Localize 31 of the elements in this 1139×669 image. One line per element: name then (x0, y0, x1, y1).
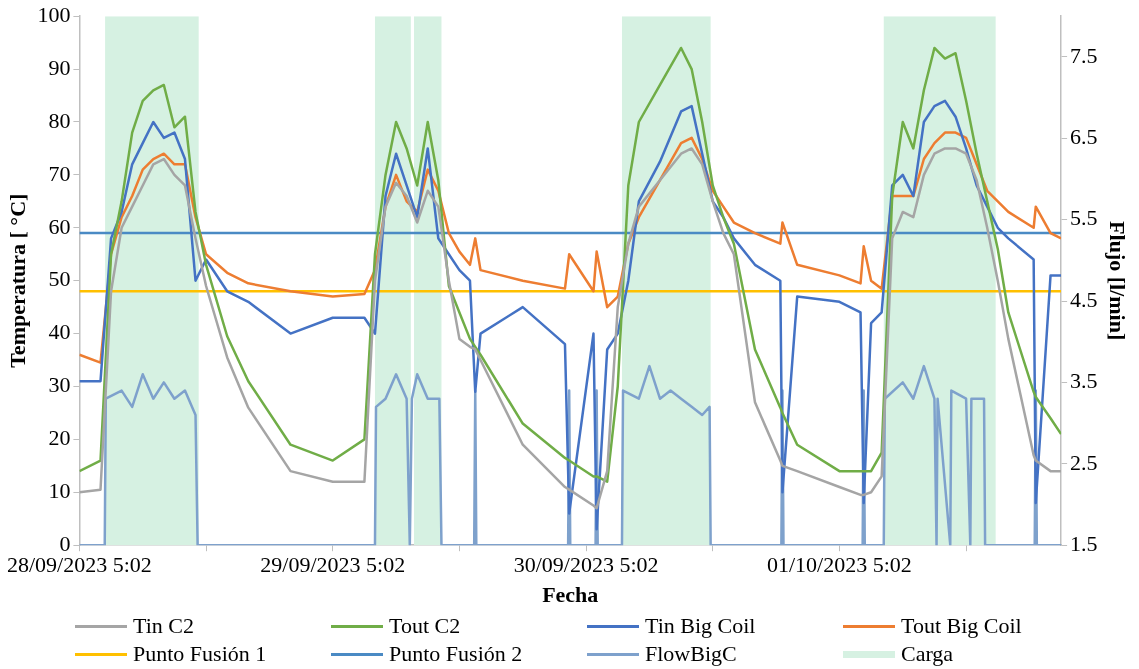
y-tick-label: 90 (48, 54, 71, 80)
y2-tick-label: 7.5 (1070, 42, 1098, 68)
y2-tick-label: 1.5 (1070, 530, 1098, 556)
y-tick-label: 70 (48, 160, 71, 186)
legend-label: Carga (901, 640, 954, 668)
y2-tick-label: 4.5 (1070, 286, 1098, 312)
x-tick-label: 30/09/2023 5:02 (513, 552, 659, 578)
x-tick-label: 29/09/2023 5:02 (260, 552, 406, 578)
legend-label: Punto Fusión 1 (133, 640, 267, 668)
y-axis-title: Temperatura [ °C] (4, 193, 30, 368)
legend-label: Tout C2 (389, 612, 461, 640)
x-tick-label: 01/10/2023 5:02 (767, 552, 912, 578)
y2-tick-label: 5.5 (1070, 205, 1098, 231)
legend-label: Tin Big Coil (645, 612, 756, 640)
y-tick-label: 60 (48, 213, 71, 239)
legend-label: Tin C2 (133, 612, 194, 640)
y2-axis-title: Flujo [l/min] (1105, 221, 1131, 341)
y-tick-label: 20 (48, 425, 71, 451)
y2-tick-label: 6.5 (1070, 124, 1098, 150)
y-tick-label: 100 (37, 1, 71, 27)
y-tick-label: 30 (48, 372, 71, 398)
y-tick-label: 10 (48, 478, 71, 504)
y2-tick-label: 3.5 (1070, 368, 1098, 394)
legend-label: FlowBigC (645, 640, 737, 668)
x-axis-title: Fecha (542, 582, 599, 608)
y2-tick-label: 2.5 (1070, 449, 1098, 475)
y-tick-label: 50 (48, 266, 71, 292)
y-tick-label: 80 (48, 107, 71, 133)
y-tick-label: 40 (48, 319, 71, 345)
legend-label: Punto Fusión 2 (389, 640, 523, 668)
legend-label: Tout Big Coil (901, 612, 1022, 640)
